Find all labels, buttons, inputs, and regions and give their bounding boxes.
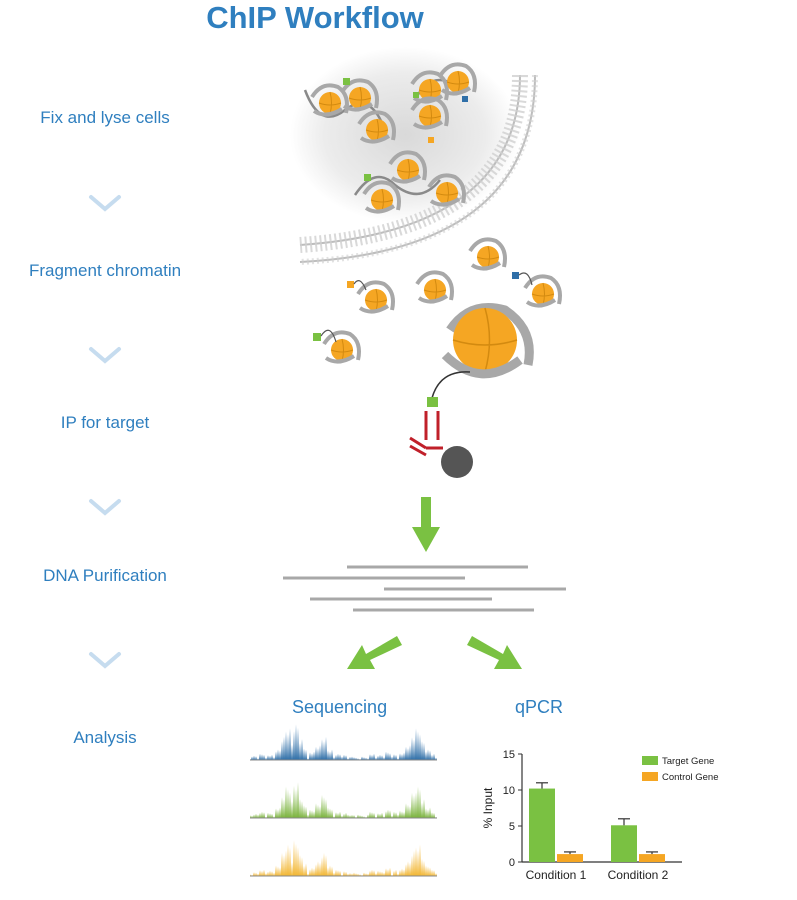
step-ip: IP for target	[60, 413, 150, 432]
dna-fragments	[283, 565, 566, 612]
chevron-down-icon	[89, 499, 121, 516]
antibody-bead	[409, 397, 473, 478]
qpcr-bar-chart: 0 5 10 15 % Input Condition 1 Condition 2 Targe…	[481, 749, 719, 882]
y-tick-label: 15	[503, 749, 515, 761]
y-tick-label: 0	[509, 857, 515, 869]
qpcr-label: qPCR	[515, 697, 564, 717]
chromatin-nucleosomes	[303, 62, 477, 214]
legend-swatch	[642, 772, 658, 781]
chevron-down-icon	[89, 652, 121, 669]
sequencing-tracks	[250, 724, 437, 877]
step-analysis: Analysis	[73, 728, 137, 747]
sequencing-track	[250, 724, 437, 760]
legend-swatch	[642, 756, 658, 765]
bar	[639, 854, 665, 862]
sequencing-track	[250, 782, 437, 818]
arrow-down-right-icon	[467, 636, 522, 669]
fragmented-chromatin	[313, 237, 562, 364]
sequencing-track	[250, 840, 437, 876]
y-tick-label: 5	[509, 821, 515, 833]
y-axis-label: % Input	[481, 787, 495, 828]
bar	[557, 854, 583, 862]
arrow-down-left-icon	[347, 636, 402, 669]
legend-label: Target Gene	[662, 756, 714, 767]
step-purification: DNA Purification	[43, 566, 167, 585]
x-tick-label: Condition 1	[526, 868, 587, 882]
arrow-down-icon	[412, 497, 440, 552]
chevron-down-icon	[89, 195, 121, 212]
chevron-down-icon	[89, 347, 121, 364]
bar	[529, 788, 555, 862]
step-fragment: Fragment chromatin	[28, 261, 182, 280]
bar	[611, 825, 637, 862]
target-nucleosome	[431, 303, 534, 399]
step-fix-lyse: Fix and lyse cells	[40, 108, 170, 127]
page-title: ChIP Workflow	[206, 0, 424, 35]
legend-label: Control Gene	[662, 772, 719, 783]
x-tick-label: Condition 2	[608, 868, 669, 882]
sequencing-label: Sequencing	[292, 697, 388, 717]
y-tick-label: 10	[503, 785, 515, 797]
